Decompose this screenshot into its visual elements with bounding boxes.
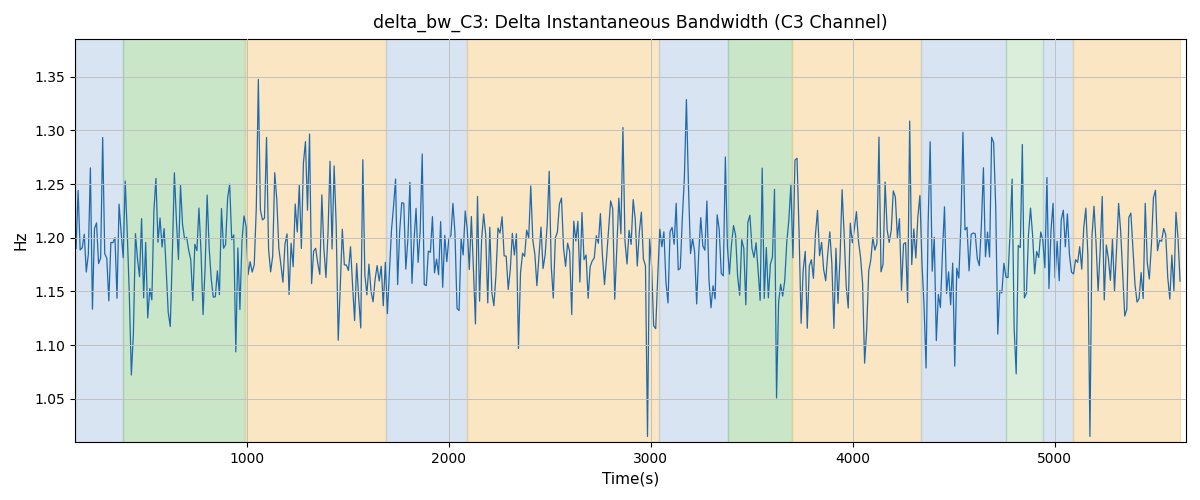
X-axis label: Time(s): Time(s) (602, 471, 659, 486)
Bar (659, 39, 727, 442)
Bar (1007, 39, 1043, 442)
Bar (922, 39, 1007, 442)
Bar (245, 39, 386, 442)
Bar (122, 39, 245, 442)
Y-axis label: Hz: Hz (14, 230, 29, 250)
Bar (1073, 39, 1180, 442)
Bar (386, 39, 467, 442)
Title: delta_bw_C3: Delta Instantaneous Bandwidth (C3 Channel): delta_bw_C3: Delta Instantaneous Bandwid… (373, 14, 888, 32)
Bar (727, 39, 792, 442)
Bar (467, 39, 659, 442)
Bar (76, 39, 122, 442)
Bar (792, 39, 922, 442)
Bar (1043, 39, 1073, 442)
